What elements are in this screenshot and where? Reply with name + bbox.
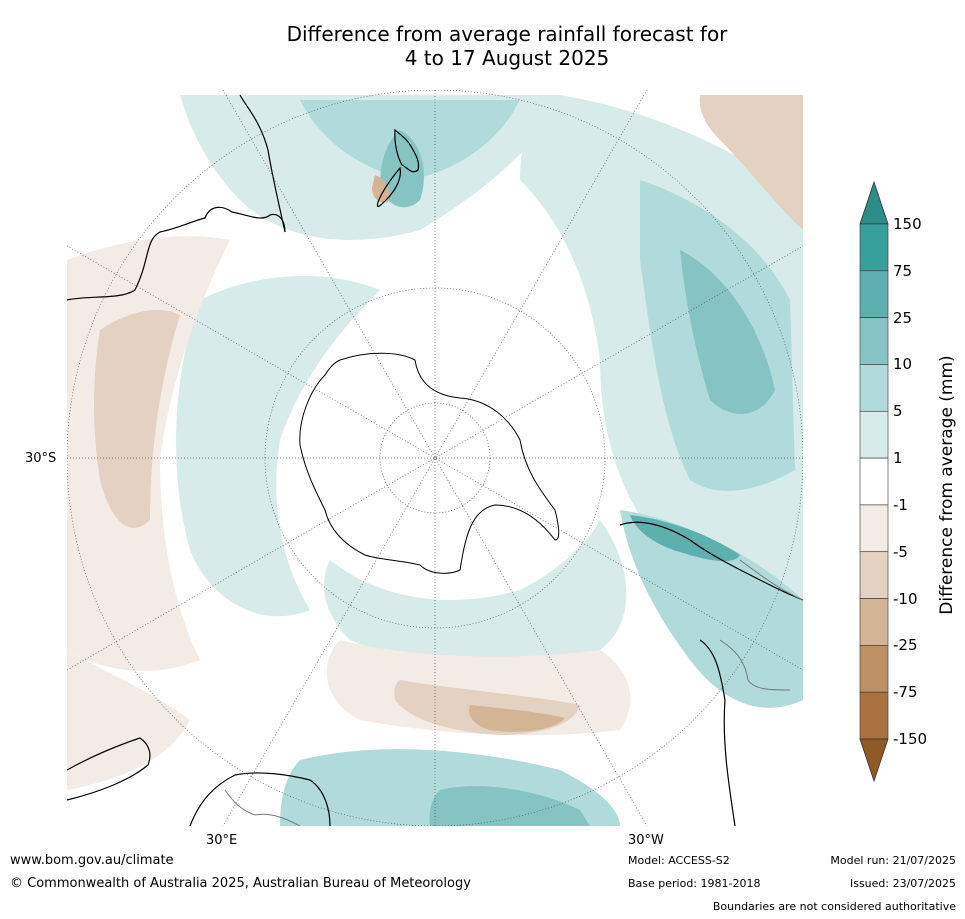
graticule xyxy=(67,90,803,826)
map-title: Difference from average rainfall forecas… xyxy=(0,22,965,70)
lon-label-30e: 30°E xyxy=(206,833,238,848)
graticule-meridian-4 xyxy=(67,245,803,671)
footer-copyright: © Commonwealth of Australia 2025, Austra… xyxy=(10,876,471,891)
anomaly-teal-andes xyxy=(630,515,740,562)
colorbar-segment-4 xyxy=(859,410,889,459)
southamerica-outline xyxy=(619,521,803,826)
footer-base-period: Base period: 1981-2018 xyxy=(628,877,761,890)
graticule-meridian-5 xyxy=(222,90,648,826)
anomaly-teal-southeast xyxy=(620,510,803,708)
lon-label-30w: 30°W xyxy=(628,833,664,848)
anomaly-brown-west-core xyxy=(94,310,180,528)
colorbar-tick-label: 5 xyxy=(893,402,903,421)
anomaly-brown-newzealand xyxy=(372,175,390,203)
anomaly-teal-ring-west xyxy=(176,276,380,617)
colorbar-segment-9 xyxy=(859,645,889,693)
antarctica-outline xyxy=(299,352,560,574)
colorbar-segment-0 xyxy=(859,223,889,272)
colorbar-tick-label: -150 xyxy=(893,730,928,748)
africa-outline xyxy=(189,772,331,826)
colorbar xyxy=(859,180,889,783)
footer-model-run: Model run: 21/07/2025 xyxy=(830,854,956,867)
colorbar-tick-label: 1 xyxy=(893,449,903,468)
colorbar-segment-10 xyxy=(859,691,889,740)
southamerica-borders xyxy=(719,559,803,691)
colorbar-tick-label: 75 xyxy=(893,261,913,280)
rainfall-anomaly-field xyxy=(67,95,803,826)
title-line-1: Difference from average rainfall forecas… xyxy=(286,22,728,46)
colorbar-segment-1 xyxy=(859,270,889,318)
australia-outline xyxy=(67,94,286,301)
graticule-meridian-3 xyxy=(67,245,803,671)
colorbar-segment-7 xyxy=(859,551,889,599)
colorbar-extend-top xyxy=(859,180,889,225)
colorbar-tick-label: 150 xyxy=(893,215,922,233)
newzealand-south-island xyxy=(376,166,401,208)
graticule-meridian-6 xyxy=(222,90,648,826)
colorbar-tick-label: -1 xyxy=(893,495,908,514)
anomaly-teal-bottom-core xyxy=(429,786,590,826)
colorbar-segment-5 xyxy=(859,457,889,506)
colorbar-tick-label: -10 xyxy=(893,589,918,608)
colorbar-extend-bottom xyxy=(859,738,889,783)
footer-url[interactable]: www.bom.gov.au/climate xyxy=(10,853,174,868)
anomaly-teal-east-peak xyxy=(680,250,775,414)
colorbar-tick-label: 25 xyxy=(893,308,913,327)
footer-model: Model: ACCESS-S2 xyxy=(628,854,730,867)
colorbar-segment-2 xyxy=(859,317,889,365)
newzealand-north-island xyxy=(394,128,420,173)
title-line-2: 4 to 17 August 2025 xyxy=(404,46,610,70)
colorbar-tick-label: -75 xyxy=(893,683,918,702)
colorbar-title: Difference from average (mm) xyxy=(937,355,957,615)
africa-borders xyxy=(224,789,301,826)
colorbar-tick-label: -25 xyxy=(893,636,918,655)
colorbar-segment-3 xyxy=(859,364,889,412)
anomaly-brown-south-peak xyxy=(469,705,565,732)
footer-issued: Issued: 23/07/2025 xyxy=(849,877,956,890)
colorbar-tick-label: -5 xyxy=(893,542,908,561)
map-panel xyxy=(67,90,803,826)
lat-label-30s: 30°S xyxy=(25,451,57,466)
footer-disclaimer: Boundaries are not considered authoritat… xyxy=(712,900,956,913)
colorbar-segment-6 xyxy=(859,504,889,553)
colorbar-tick-label: 10 xyxy=(893,355,913,374)
southwest-coast xyxy=(67,737,151,801)
anomaly-brown-northeast xyxy=(699,95,803,230)
colorbar-segment-8 xyxy=(859,598,889,646)
anomaly-teal-south xyxy=(324,520,627,669)
